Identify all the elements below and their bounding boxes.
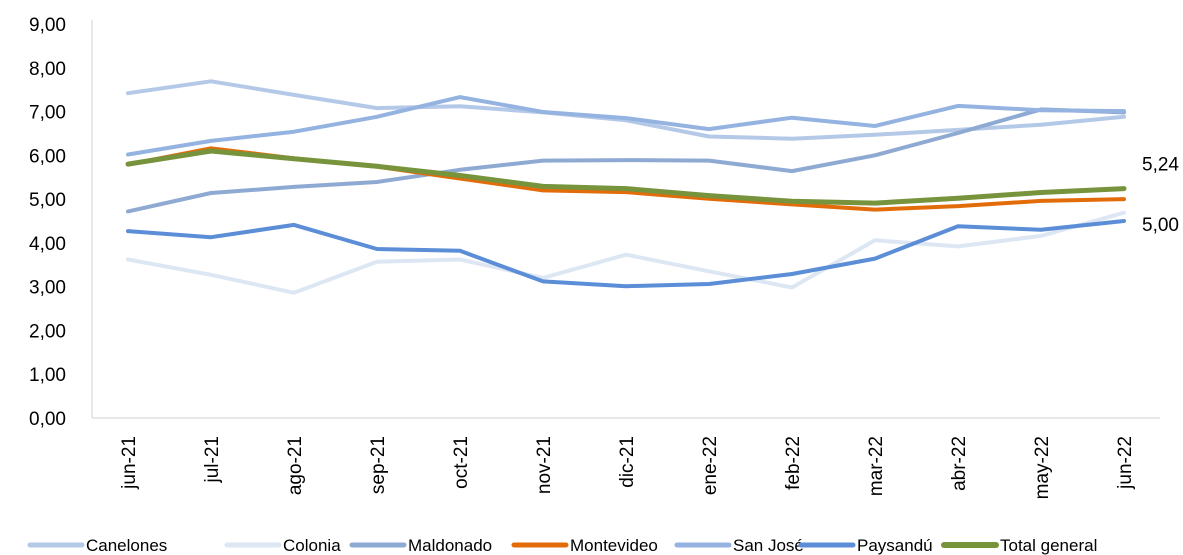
legend-item: Paysandú <box>798 536 933 555</box>
y-tick-label: 0,00 <box>29 409 66 430</box>
x-tick-label: mar-22 <box>866 436 887 496</box>
series-line-san-jose <box>126 95 1126 157</box>
series-line-paysandu <box>126 219 1126 289</box>
series-line-total-general <box>125 148 1127 206</box>
legend-item: Montevideo <box>511 536 658 555</box>
annotation-layer: 5,24 5,00 <box>1142 155 1179 237</box>
series-line-canelones <box>126 79 1126 141</box>
x-tick-label: jul-21 <box>202 436 223 483</box>
y-tick-label: 9,00 <box>29 15 66 36</box>
x-tick-label: oct-21 <box>451 436 472 489</box>
x-tick-label: ago-21 <box>285 436 306 495</box>
x-tick-label: jun-22 <box>1115 436 1136 490</box>
legend-item: Maldonado <box>349 536 492 555</box>
series-line-maldonado <box>126 107 1126 214</box>
x-tick-label: abr-22 <box>949 436 970 491</box>
y-tick-label: 2,00 <box>29 321 66 342</box>
x-tick-label: nov-21 <box>534 436 555 494</box>
legend: Canelones Colonia Maldonado Montevideo San J… <box>27 536 1097 555</box>
legend-label: Montevideo <box>570 536 658 555</box>
series-line-colonia <box>126 210 1126 295</box>
legend-label: San José <box>733 536 804 555</box>
legend-item: Colonia <box>224 536 341 555</box>
legend-label: Canelones <box>86 536 167 555</box>
legend-label: Maldonado <box>408 536 492 555</box>
y-tick-label: 1,00 <box>29 365 66 386</box>
y-tick-label: 8,00 <box>29 59 66 80</box>
series-layer <box>125 79 1127 295</box>
y-tick-label: 7,00 <box>29 103 66 124</box>
legend-item: Total general <box>941 536 1097 555</box>
x-axis: jun-21 jul-21 ago-21 sep-21 oct-21 nov-21 dic-… <box>92 417 1160 499</box>
data-label: 5,00 <box>1142 215 1179 236</box>
y-tick-label: 5,00 <box>29 190 66 211</box>
y-tick-label: 4,00 <box>29 234 66 255</box>
x-tick-label: may-22 <box>1032 436 1053 499</box>
legend-label: Paysandú <box>857 536 933 555</box>
x-tick-label: sep-21 <box>368 436 389 494</box>
y-axis: 0,00 1,00 2,00 3,00 4,00 5,00 6,00 7,00 8,00 9,00 <box>29 15 93 430</box>
legend-item: San José <box>674 536 804 555</box>
y-tick-label: 6,00 <box>29 146 66 167</box>
x-tick-label: dic-21 <box>617 436 638 488</box>
x-tick-label: feb-22 <box>783 436 804 490</box>
x-tick-label: ene-22 <box>700 436 721 495</box>
legend-label: Colonia <box>283 536 341 555</box>
legend-item: Canelones <box>27 536 167 555</box>
data-label: 5,24 <box>1142 155 1179 176</box>
x-tick-label: jun-21 <box>119 436 140 490</box>
legend-label: Total general <box>1000 536 1097 555</box>
y-tick-label: 3,00 <box>29 278 66 299</box>
